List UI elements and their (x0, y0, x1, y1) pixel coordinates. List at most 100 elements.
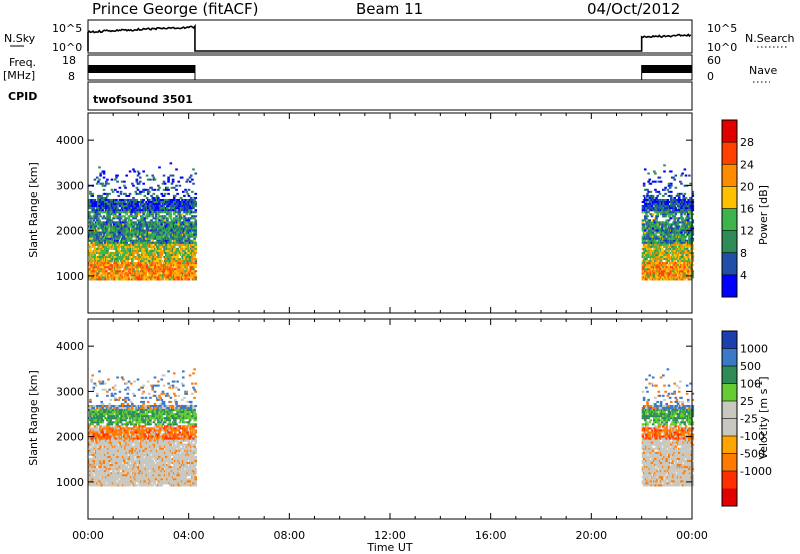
scatter-cell (97, 217, 100, 220)
scatter-cell (99, 233, 102, 236)
freq-band (88, 65, 195, 73)
scatter-cell (124, 237, 127, 240)
scatter-cell (98, 370, 101, 373)
scatter-cell (99, 215, 102, 218)
scatter-cell (674, 209, 678, 212)
scatter-cell (115, 205, 118, 208)
scatter-cell (682, 219, 686, 222)
scatter-cell (89, 203, 92, 206)
freq-tick-bottom: 8 (68, 70, 75, 83)
scatter-cell (129, 198, 133, 202)
scatter-cell (643, 241, 647, 244)
scatter-cell (193, 255, 196, 259)
scatter-cell (194, 205, 198, 208)
scatter-cell (194, 203, 198, 206)
scatter-cell (114, 213, 117, 216)
scatter-cell (180, 278, 184, 281)
scatter-cell (145, 174, 149, 177)
scatter-cell (129, 264, 133, 267)
scatter-cell (137, 223, 141, 226)
scatter-cell (175, 223, 178, 226)
scatter-cell (109, 262, 113, 265)
scatter-cell (643, 233, 647, 236)
scatter-cell (93, 178, 97, 181)
scatter-cell (194, 219, 198, 222)
scatter-cell (187, 253, 191, 256)
scatter-cell (193, 198, 196, 202)
scatter-cell (655, 219, 658, 222)
scatter-cell (151, 188, 155, 191)
scatter-cell (88, 445, 91, 448)
scatter-cell (681, 198, 684, 202)
scatter-cell (98, 482, 101, 485)
scatter-cell (166, 235, 169, 238)
scatter-cell (180, 213, 184, 216)
scatter-cell (116, 270, 119, 273)
scatter-cell (151, 215, 155, 218)
scatter-cell (115, 231, 118, 234)
scatter-cell (121, 221, 125, 224)
scatter-cell (163, 221, 167, 224)
scatter-cell (91, 258, 94, 261)
scatter-cell (110, 188, 114, 191)
scatter-cell (691, 201, 695, 204)
scatter-cell (110, 178, 114, 181)
scatter-cell (167, 192, 170, 195)
scatter-cell (103, 474, 107, 477)
scatter-cell (123, 264, 126, 267)
scatter-cell (140, 190, 143, 193)
scatter-cell (90, 272, 93, 275)
scatter-cell (183, 249, 186, 252)
scatter-cell (673, 178, 676, 181)
scatter-cell (93, 227, 97, 230)
scatter-cell (135, 180, 139, 183)
scatter-cell (151, 211, 155, 214)
scatter-cell (129, 262, 133, 265)
scatter-cell (158, 219, 161, 222)
scatter-cell (144, 262, 148, 265)
scatter-cell (159, 276, 162, 279)
scatter-cell (188, 176, 192, 179)
scatter-cell (91, 431, 94, 434)
scatter-cell (170, 253, 174, 256)
scatter-cell (161, 182, 165, 185)
scatter-cell (100, 415, 104, 418)
scatter-cell (127, 209, 131, 212)
scatter-cell (691, 260, 695, 263)
scatter-cell (672, 176, 675, 179)
scatter-cell (650, 239, 654, 242)
scatter-cell (91, 451, 94, 454)
scatter-cell (104, 180, 108, 183)
scatter-cell (140, 229, 143, 232)
scatter-cell (682, 203, 686, 206)
nsky-tick-bottom: 10^0 (52, 41, 82, 54)
scatter-cell (652, 219, 656, 222)
scatter-cell (159, 207, 162, 210)
scatter-cell (683, 266, 687, 269)
scatter-cell (88, 201, 91, 204)
scatter-cell (93, 255, 97, 259)
scatter-cell (92, 207, 96, 210)
scatter-cell (175, 219, 178, 222)
scatter-cell (183, 247, 186, 250)
scatter-cell (159, 198, 162, 202)
scatter-cell (656, 215, 659, 218)
scatter-cell (93, 466, 97, 469)
scatter-cell (671, 207, 674, 210)
scatter-cell (128, 170, 132, 173)
scatter-cell (116, 239, 119, 242)
scatter-cell (100, 274, 104, 277)
scatter-cell (168, 278, 172, 281)
scatter-cell (666, 241, 670, 244)
scatter-cell (140, 231, 143, 234)
scatter-cell (99, 207, 102, 210)
scatter-cell (88, 207, 91, 210)
scatter-cell (102, 457, 106, 460)
scatter-cell (117, 258, 121, 261)
scatter-cell (668, 276, 672, 279)
scatter-cell (642, 184, 646, 187)
scatter-cell (91, 374, 94, 377)
scatter-cell (171, 180, 175, 183)
scatter-cell (101, 443, 105, 446)
